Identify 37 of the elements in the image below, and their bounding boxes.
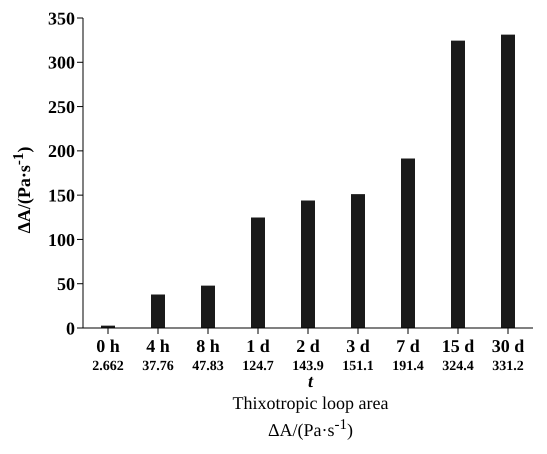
data-label: 2.662 [92,359,124,374]
bar [301,200,315,328]
x-tick-label: 4 h [146,336,170,356]
bar [351,194,365,328]
y-tick-label: 300 [48,52,75,73]
data-label: 124.7 [242,359,274,374]
y-tick-label: 50 [57,274,75,294]
bar [401,158,415,328]
x-tick-label: 1 d [246,336,270,356]
x-tick-label: 7 d [396,336,420,356]
data-label: 37.76 [142,359,174,374]
bar [501,34,515,328]
x-axis-title: t [308,371,313,391]
bar [451,40,465,328]
data-label: 151.1 [342,359,374,374]
data-label: 47.83 [192,359,224,374]
x-tick-label: 15 d [442,336,474,356]
y-tick-label: 100 [48,230,75,250]
data-label: 324.4 [442,359,474,374]
bar [151,294,165,328]
text: Thixotropic loop area [232,392,390,414]
text: ΔA/(Pa·s$^{-1}$) [266,416,354,441]
y-tick-label: 150 [48,186,75,206]
data-label: 143.9 [292,359,324,374]
x-tick-label: 3 d [346,336,370,356]
y-tick-label: 0 [66,318,75,338]
bar [251,218,265,328]
y-tick-label: 250 [48,96,75,117]
x-tick-label: 8 h [196,336,220,356]
data-label: 331.2 [492,359,524,374]
x-tick-label: 0 h [96,336,120,356]
x-tick-label: 2 d [296,336,320,356]
data-label: 191.4 [392,359,424,374]
bar [201,286,215,328]
y-tick-label: 200 [48,141,75,162]
x-tick-label: 30 d [492,336,524,356]
y-tick-label: 350 [48,8,75,28]
